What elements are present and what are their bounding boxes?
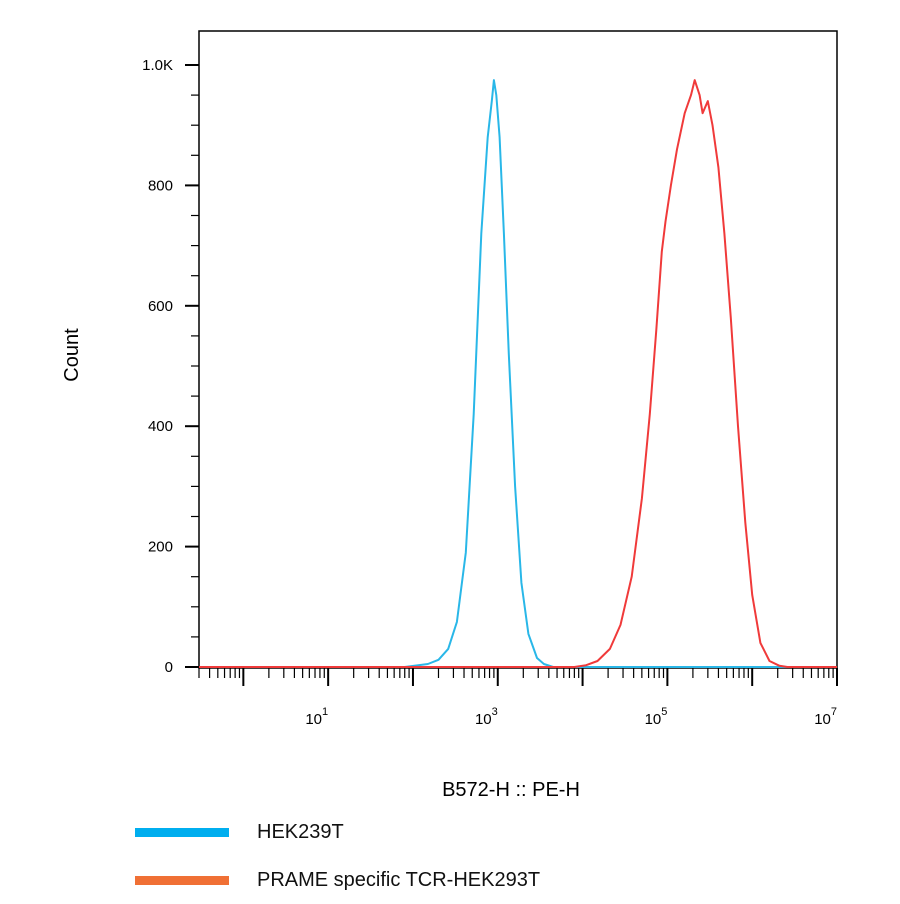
legend-item-prame-tcr: PRAME specific TCR-HEK293T [135, 856, 540, 904]
series-line-prame-tcr [199, 79, 837, 668]
legend-label-hek239t: HEK239T [257, 820, 344, 843]
legend: HEK239T PRAME specific TCR-HEK293T [135, 808, 540, 904]
y-axis-title: Count [61, 328, 83, 382]
x-tick-base: 10 [814, 711, 831, 728]
y-tick-label: 1.0K [142, 57, 173, 74]
plot-frame [198, 30, 838, 669]
x-axis: 101 103 105 107 [198, 668, 838, 728]
x-tick-exponent: 3 [492, 706, 498, 718]
legend-swatch-prame-tcr [135, 875, 229, 885]
x-tick-label: 105 [645, 706, 668, 728]
x-tick-exponent: 5 [661, 706, 667, 718]
y-tick-label: 200 [148, 539, 173, 556]
legend-item-hek239t: HEK239T [135, 808, 540, 856]
y-tick-label: 400 [148, 418, 173, 435]
x-tick-base: 10 [645, 711, 662, 728]
x-tick-label: 101 [305, 706, 328, 728]
series-line-hek239t [199, 79, 837, 668]
x-tick-label: 107 [814, 706, 837, 728]
x-tick-base: 10 [305, 711, 322, 728]
legend-label-prame-tcr: PRAME specific TCR-HEK293T [257, 868, 541, 891]
x-tick-exponent: 7 [831, 706, 837, 718]
legend-swatch-hek239t [135, 827, 229, 837]
y-axis: 0 200 400 600 800 1.0K [142, 57, 199, 676]
series-layer [199, 79, 837, 668]
x-tick-label: 103 [475, 706, 498, 728]
x-axis-title: B572-H :: PE-H [442, 779, 580, 801]
y-tick-label: 0 [165, 659, 173, 676]
y-tick-label: 600 [148, 298, 173, 315]
x-tick-exponent: 1 [322, 706, 328, 718]
y-tick-label: 800 [148, 177, 173, 194]
x-tick-base: 10 [475, 711, 492, 728]
